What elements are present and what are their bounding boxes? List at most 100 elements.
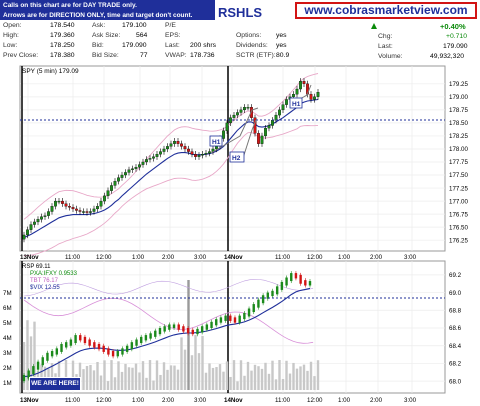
candle-body-17 [82,211,85,213]
lower-y-tick-4: 68.8 [449,307,462,314]
low-value: 178.250 [50,42,75,49]
lower-x-tick-4: 2:00 [162,397,175,404]
volume-bar-10 [57,360,61,390]
notice-line-2: Arrows are for DIRECTION ONLY, time and … [3,11,193,19]
lower-y-tick-3: 68.6 [449,325,462,332]
rsp-body-12 [79,335,82,341]
rsp-body-31 [168,324,171,330]
volume-bar-30 [127,367,131,390]
percent-change: +0.40% [440,22,466,31]
last-shares-label: Last: [165,42,180,49]
volume-bar-77 [292,362,295,390]
website-link[interactable]: www.cobrasmarketview.com [295,2,477,19]
rsp-body-6 [50,351,54,357]
annotation-h2-box [229,151,245,163]
notice-line-1: Calls on this chart are for DAY TRADE on… [3,2,137,9]
rsp-body-27 [149,333,152,339]
rsp-body-33 [177,324,180,330]
candle-body-41 [166,146,169,150]
candle-body-53 [208,151,211,154]
main-y-tick-7: 178.00 [449,146,468,153]
candle-body-13 [68,206,71,208]
lower-x-tick-5: 3:00 [194,397,207,404]
main-x-tick-0: 13Nov [20,254,39,261]
main-x-tick-10: 2:00 [370,254,383,261]
candle-body-7 [47,211,50,216]
candle-body-21 [96,206,99,210]
main-y-tick-2: 176.75 [449,211,468,218]
volume-bar-80 [302,364,306,390]
candle-body-48 [190,151,194,155]
volume-bar-14 [71,360,75,390]
rsp-body-25 [140,336,143,344]
volume-bar-44 [176,369,180,390]
volume-bar-59 [229,376,232,390]
volume-bar-56 [218,364,222,390]
rsp-body-9 [64,342,68,348]
rsp-body-5 [46,352,49,361]
lower-x-tick-11: 3:00 [404,397,417,404]
volume-bar-76 [288,373,292,390]
rsp-body-47 [243,312,246,320]
rsp-body-13 [83,336,87,344]
candle-body-45 [180,143,183,147]
candle-body-42 [169,143,173,147]
main-y-tick-8: 178.25 [449,133,468,140]
candle-body-32 [134,167,138,169]
rsp-body-46 [238,315,241,323]
volume-bar-55 [215,367,218,390]
rsp-body-50 [257,299,260,308]
candle-body-58 [225,122,229,131]
candle-body-52 [204,152,208,155]
volume-tick-2: 3M [3,350,12,357]
candle-body-63 [243,107,246,111]
change-value: +0.710 [446,33,467,40]
rsp-body-34 [182,326,185,332]
main-x-tick-8: 12:00 [307,254,323,261]
bollinger-bands [23,73,319,257]
rsp-body-14 [88,339,91,346]
upper-band [23,73,319,220]
volume-bar-57 [222,371,225,390]
ask-value: 179.100 [122,22,147,29]
trend-arrow-2 [242,119,257,159]
volume-bar-45 [180,337,183,390]
volume-label: Volume: [378,53,403,60]
main-y-tick-5: 177.50 [449,172,468,179]
volume-bar-65 [250,370,253,390]
vix-polyline [23,278,314,297]
rsp-body-54 [275,286,279,295]
main-grid [20,66,445,251]
volume-bar-52 [204,372,208,390]
lower-x-tick-9: 1:00 [338,397,351,404]
rsp-body-39 [205,324,209,330]
rsp-body-32 [172,324,176,328]
vwap-label: VWAP: [165,52,187,59]
lower-x-tick-10: 2:00 [370,397,383,404]
lower-y-tick-0: 68.0 [449,378,462,385]
volume-bar-25 [110,360,113,390]
volume-bar-70 [267,373,271,390]
rsp-ma-line [23,287,311,378]
candle-body-12 [64,203,68,207]
rsp-body-35 [186,328,190,334]
sctr-label: SCTR (ETF): [236,52,276,59]
candle-body-9 [54,200,57,207]
volume-bar-20 [92,370,96,390]
lower-x-tick-1: 11:00 [65,397,81,404]
volume-bar-17 [82,369,85,390]
rsp-body-40 [210,321,213,328]
ask-size-value: 564 [136,32,148,39]
annotation-h1-box [209,135,223,147]
volume-bar-38 [155,360,159,390]
lower-x-axis: 13Nov 11:00 12:00 1:00 2:00 3:00 14Nov 11:00 12:… [20,397,417,404]
volume-bar-29 [124,363,127,390]
candle-body-22 [99,200,103,207]
main-y-tick-9: 178.50 [449,120,468,127]
lower-x-tick-2: 12:00 [96,397,112,404]
lower-y-tick-2: 68.4 [449,343,462,350]
legend-tbt: TBT 76.17 [30,278,59,284]
main-x-tick-4: 2:00 [162,254,175,261]
candle-body-26 [113,181,117,186]
volume-bar-12 [64,360,68,390]
